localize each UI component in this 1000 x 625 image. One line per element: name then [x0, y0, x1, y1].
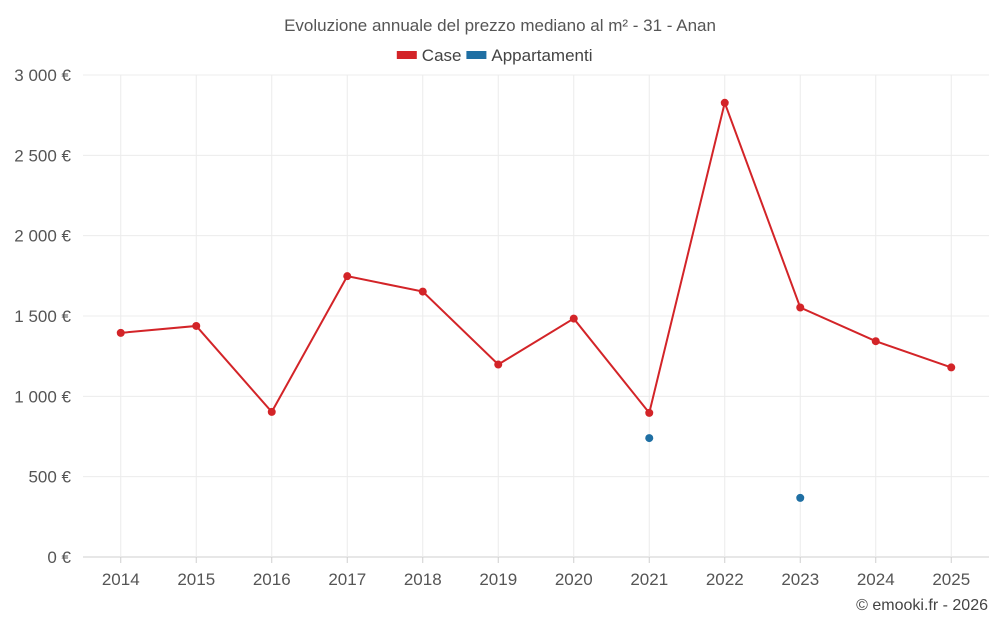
- data-point-case-2016[interactable]: [267, 407, 276, 416]
- y-axis: 0 € 500 € 1 000 € 1 500 € 2 000 € 2 500 € 3 00…: [14, 66, 71, 567]
- y-tick-label: 1 500 €: [14, 307, 71, 326]
- x-tick-label: 2015: [177, 570, 215, 589]
- data-point-case-2014[interactable]: [116, 328, 125, 337]
- data-point-appartamenti-2023[interactable]: [796, 493, 805, 502]
- x-tick-label: 2017: [328, 570, 366, 589]
- y-tick-label: 2 500 €: [14, 146, 71, 165]
- y-tick-label: 1 000 €: [14, 387, 71, 406]
- legend-swatch: [466, 51, 487, 59]
- data-point-case-2017[interactable]: [343, 272, 352, 281]
- y-tick-label: 3 000 €: [14, 66, 71, 85]
- x-tick-label: 2024: [857, 570, 895, 589]
- x-tick-label: 2021: [630, 570, 668, 589]
- legend-label: Case: [422, 46, 462, 65]
- x-axis: 2014 2015 2016 2017 2018 2019 2020 2021 2022 2023…: [102, 557, 970, 589]
- x-tick-label: 2018: [404, 570, 442, 589]
- series-layer: [116, 98, 956, 502]
- legend: Case Appartamenti: [396, 46, 593, 65]
- grid: [83, 74, 989, 558]
- legend-item-case[interactable]: Case: [396, 46, 462, 65]
- chart-title: Evoluzione annuale del prezzo mediano al…: [284, 16, 716, 35]
- data-point-case-2018[interactable]: [418, 287, 427, 296]
- data-point-case-2024[interactable]: [871, 337, 880, 346]
- series-line-case: [120, 99, 952, 416]
- y-tick-label: 500 €: [28, 468, 71, 487]
- data-point-case-2025[interactable]: [947, 363, 956, 372]
- y-tick-label: 0 €: [47, 548, 71, 567]
- data-point-case-2015[interactable]: [192, 321, 201, 330]
- data-point-case-2021[interactable]: [645, 408, 654, 417]
- x-tick-label: 2025: [932, 570, 970, 589]
- data-point-case-2023[interactable]: [796, 303, 805, 312]
- data-point-case-2019[interactable]: [494, 360, 503, 369]
- x-tick-label: 2020: [555, 570, 593, 589]
- x-tick-label: 2023: [781, 570, 819, 589]
- legend-swatch: [396, 51, 417, 59]
- x-tick-label: 2019: [479, 570, 517, 589]
- y-tick-label: 2 000 €: [14, 227, 71, 246]
- data-point-appartamenti-2021[interactable]: [645, 434, 654, 443]
- x-tick-label: 2016: [253, 570, 291, 589]
- x-tick-label: 2022: [706, 570, 744, 589]
- data-point-case-2020[interactable]: [569, 314, 578, 323]
- x-tick-label: 2014: [102, 570, 140, 589]
- data-point-case-2022[interactable]: [720, 98, 729, 107]
- credit-text: © emooki.fr - 2026: [856, 597, 988, 614]
- legend-item-appartamenti[interactable]: Appartamenti: [466, 46, 593, 65]
- legend-label: Appartamenti: [491, 46, 592, 65]
